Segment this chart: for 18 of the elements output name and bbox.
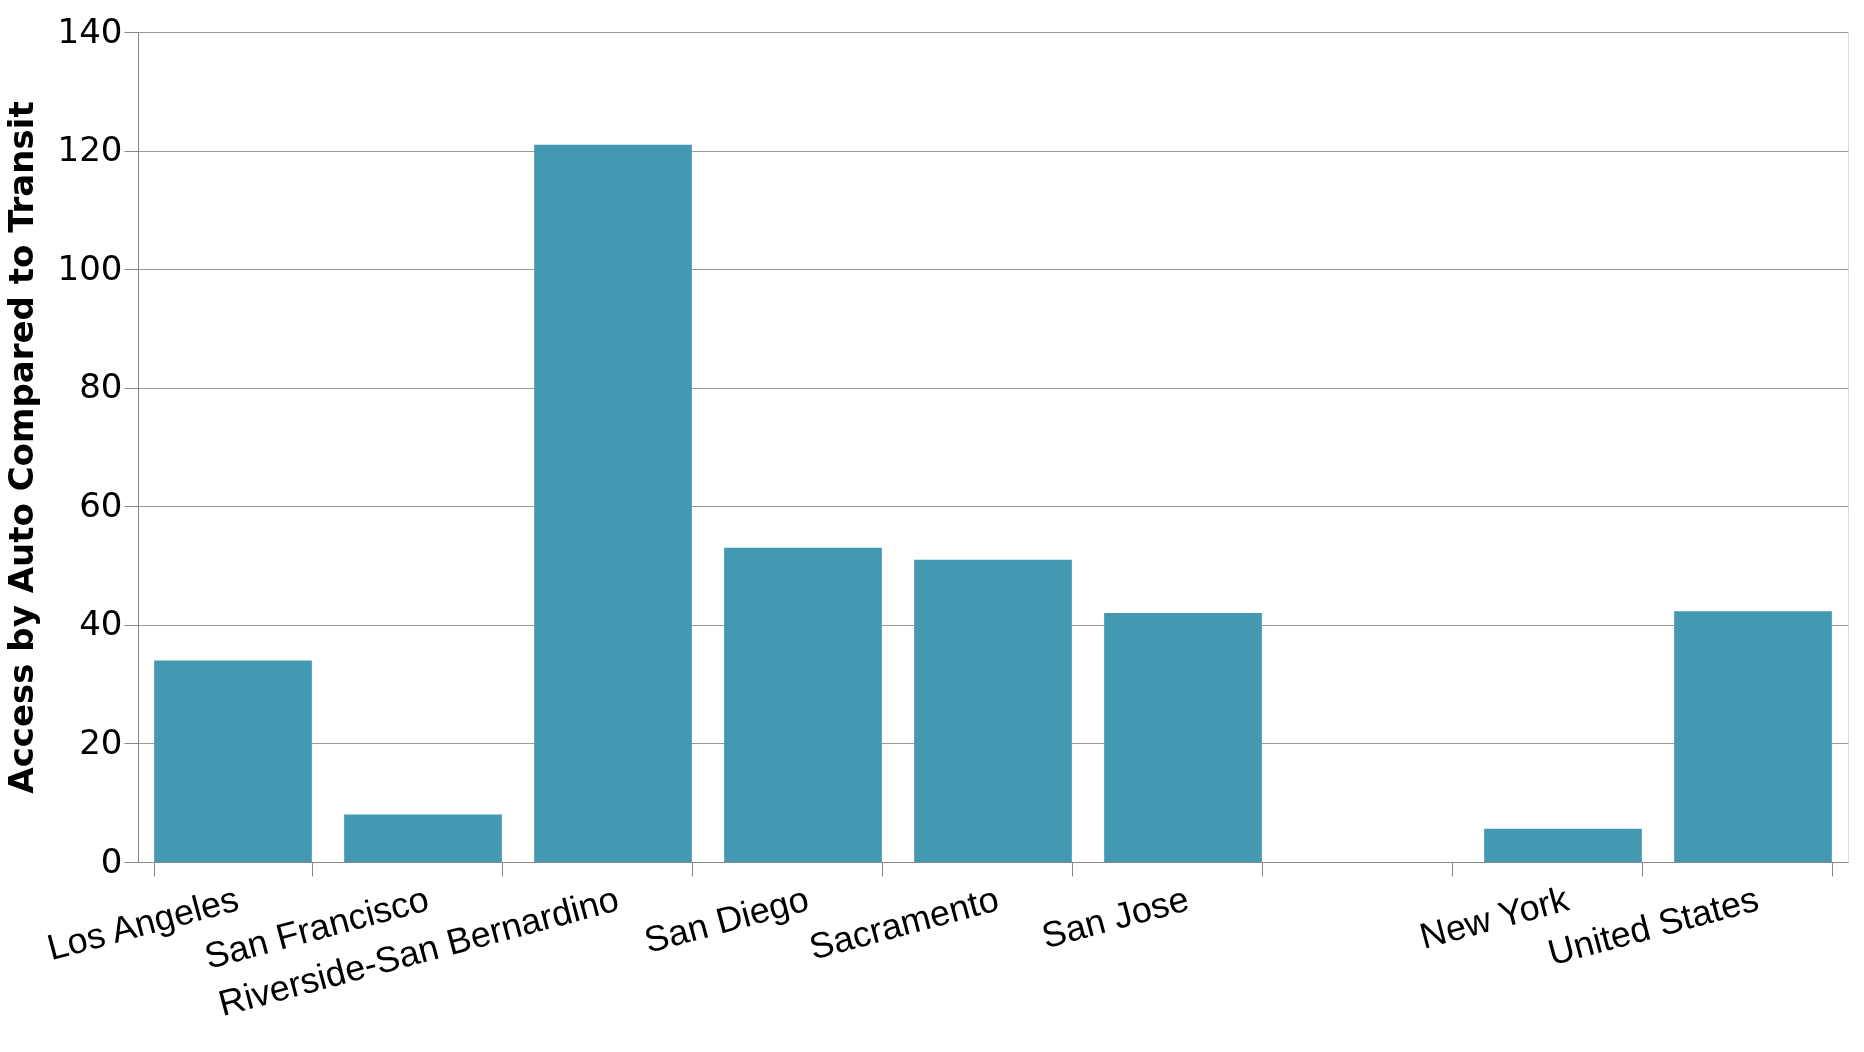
y-tick-label: 140: [57, 10, 123, 51]
y-axis-title: Access by Auto Compared to Transit: [0, 101, 41, 794]
bar: [1674, 611, 1832, 862]
y-tick-label: 0: [100, 840, 123, 881]
bar: [914, 559, 1072, 862]
y-tick-label: 100: [57, 247, 123, 288]
bar: [344, 814, 502, 862]
y-tick-label: 20: [79, 721, 123, 762]
y-tick-label: 40: [79, 603, 123, 644]
bar: [534, 144, 692, 862]
bar: [1104, 613, 1262, 862]
bar: [724, 547, 882, 862]
y-tick-label: 120: [57, 129, 123, 170]
bar: [1484, 828, 1642, 862]
x-tick-label: San Jose: [1037, 877, 1193, 957]
y-tick-label: 80: [79, 366, 123, 407]
bar: [154, 660, 312, 862]
y-tick-label: 60: [79, 484, 123, 525]
